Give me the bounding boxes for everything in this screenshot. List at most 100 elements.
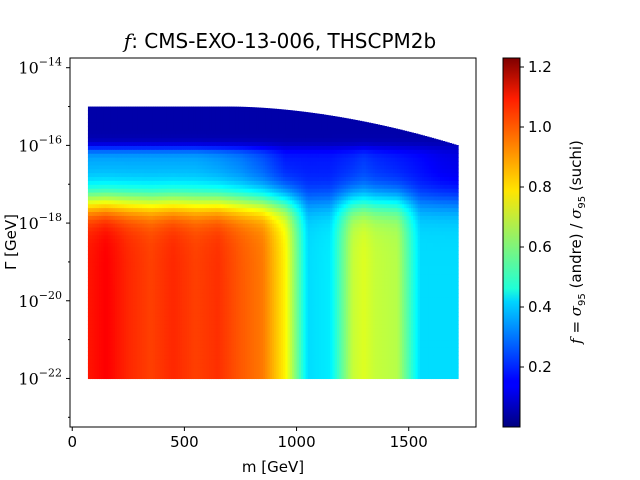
heatmap-cell xyxy=(150,327,154,333)
heatmap-cell xyxy=(112,296,116,302)
heatmap-cell xyxy=(105,168,109,174)
heatmap-cell xyxy=(173,122,177,127)
heatmap-cell xyxy=(184,308,188,314)
heatmap-cell xyxy=(242,374,246,380)
heatmap-cell xyxy=(240,125,244,131)
heatmap-cell xyxy=(146,292,150,298)
heatmap-cell xyxy=(193,141,197,146)
heatmap-cell xyxy=(166,246,170,251)
heatmap-cell xyxy=(121,242,125,247)
heatmap-cell xyxy=(148,234,152,240)
heatmap-cell xyxy=(141,215,145,220)
heatmap-cell xyxy=(99,223,102,228)
heatmap-cell xyxy=(197,258,201,263)
heatmap-cell xyxy=(141,238,145,244)
heatmap-cell xyxy=(87,207,91,213)
heatmap-cell xyxy=(146,180,150,185)
heatmap-cell xyxy=(146,157,150,162)
heatmap-cell xyxy=(159,339,163,345)
heatmap-cell xyxy=(141,273,145,279)
heatmap-cell xyxy=(170,359,174,364)
heatmap-cell xyxy=(139,362,143,368)
heatmap-cell xyxy=(195,223,199,228)
heatmap-cell xyxy=(126,347,129,352)
heatmap-cell xyxy=(150,254,154,259)
heatmap-cell xyxy=(148,114,152,119)
heatmap-cell xyxy=(87,164,91,170)
heatmap-cell xyxy=(119,335,123,341)
heatmap-cell xyxy=(161,184,165,189)
heatmap-cell xyxy=(152,250,156,255)
heatmap-cell xyxy=(170,106,174,112)
heatmap-cell xyxy=(168,370,172,376)
heatmap-cell xyxy=(191,242,194,247)
heatmap-cell xyxy=(94,273,98,279)
heatmap-cell xyxy=(184,207,188,213)
heatmap-cell xyxy=(206,343,210,348)
heatmap-cell xyxy=(197,176,201,181)
heatmap-cell xyxy=(96,254,100,259)
heatmap-cell xyxy=(177,327,181,333)
heatmap-cell xyxy=(168,234,172,240)
heatmap-cell xyxy=(175,129,179,135)
heatmap-cell xyxy=(126,129,129,135)
heatmap-cell xyxy=(159,176,163,181)
heatmap-cell xyxy=(227,359,230,364)
heatmap-cell xyxy=(148,324,152,329)
heatmap-cell xyxy=(99,300,102,306)
heatmap-cell xyxy=(220,269,224,275)
heatmap-cell xyxy=(200,219,203,224)
heatmap-cell xyxy=(235,122,239,127)
heatmap-cell xyxy=(173,234,177,240)
heatmap-cell xyxy=(184,300,188,306)
heatmap-cell xyxy=(87,362,91,368)
heatmap-cell xyxy=(121,304,125,310)
heatmap-cell xyxy=(211,234,215,240)
heatmap-cell xyxy=(110,172,114,178)
heatmap-cell xyxy=(188,129,192,135)
heatmap-cell xyxy=(117,164,120,170)
heatmap-cell xyxy=(229,327,233,333)
heatmap-cell xyxy=(101,265,105,271)
heatmap-cell xyxy=(94,359,98,364)
heatmap-cell xyxy=(123,316,127,321)
heatmap-cell xyxy=(202,184,206,189)
heatmap-cell xyxy=(141,203,145,209)
heatmap-cell xyxy=(108,160,111,166)
heatmap-cell xyxy=(213,129,217,135)
heatmap-cell xyxy=(94,277,98,282)
heatmap-cell xyxy=(123,122,127,127)
heatmap-cell xyxy=(110,327,114,333)
heatmap-cell xyxy=(144,362,147,368)
heatmap-cell xyxy=(92,153,96,158)
heatmap-cell xyxy=(175,359,179,364)
heatmap-cell xyxy=(188,339,192,345)
heatmap-cell xyxy=(164,374,168,380)
heatmap-cell xyxy=(152,339,156,345)
heatmap-cell xyxy=(128,246,132,251)
heatmap-cell xyxy=(195,203,199,209)
heatmap-cell xyxy=(92,129,96,135)
heatmap-cell xyxy=(166,273,170,279)
heatmap-cell xyxy=(117,195,120,201)
heatmap-cell xyxy=(175,207,179,213)
heatmap-cell xyxy=(146,219,150,224)
heatmap-cell xyxy=(92,223,96,228)
heatmap-cell xyxy=(103,192,107,197)
heatmap-cell xyxy=(218,129,221,135)
heatmap-cell xyxy=(193,292,197,298)
heatmap-cell xyxy=(87,114,91,119)
heatmap-cell xyxy=(227,366,230,372)
heatmap-cell xyxy=(200,110,203,115)
heatmap-cell xyxy=(166,269,170,275)
heatmap-cell xyxy=(150,246,154,251)
heatmap-cell xyxy=(238,320,242,325)
heatmap-cell xyxy=(103,176,107,181)
heatmap-cell xyxy=(244,281,248,286)
heatmap-cell xyxy=(105,308,109,314)
heatmap-cell xyxy=(193,238,197,244)
heatmap-cell xyxy=(204,153,208,158)
heatmap-cell xyxy=(170,324,174,329)
heatmap-cell xyxy=(148,316,152,321)
heatmap-cell xyxy=(231,359,235,364)
